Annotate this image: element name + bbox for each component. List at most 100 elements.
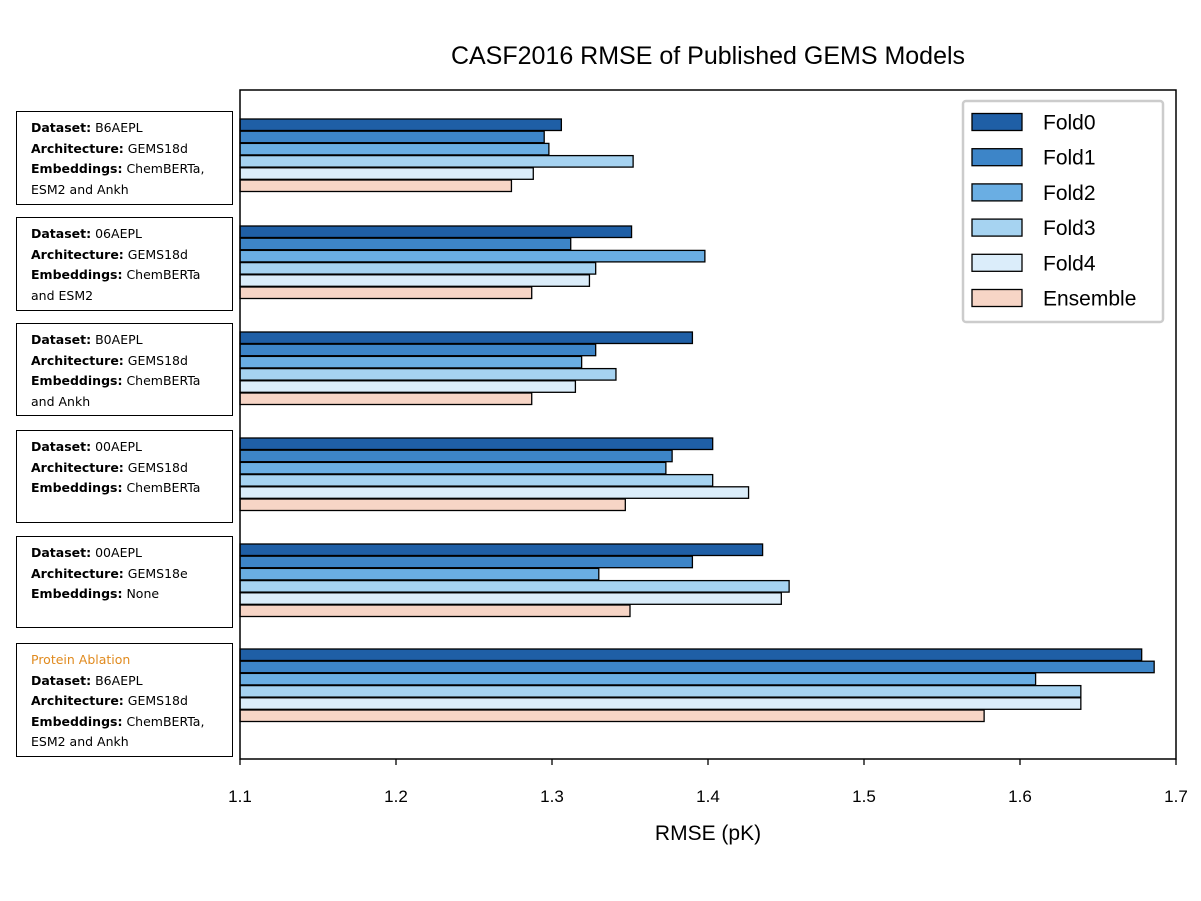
- x-axis-ticks: 1.1 1.2 1.3 1.4 1.5 1.6 1.7: [228, 759, 1188, 806]
- group-line-value: ChemBERTa: [126, 480, 201, 495]
- group-line: and ESM2: [31, 286, 224, 307]
- group-line: Dataset: 00AEPL: [31, 437, 224, 458]
- bar-fold2-group-5: [239, 567, 600, 581]
- group-line-value: 00AEPL: [95, 439, 142, 454]
- bar-ensemble-group-4: [239, 498, 626, 512]
- group-label-box-3: Dataset: B0AEPL Architecture: GEMS18d Embe…: [16, 323, 233, 416]
- group-line: Architecture: GEMS18e: [31, 564, 224, 585]
- bar-fold3-group-6: [239, 684, 1082, 698]
- group-line-key: Architecture:: [31, 565, 124, 581]
- legend-swatch-ensemble: [971, 288, 1023, 308]
- group-line-value: GEMS18e: [127, 565, 188, 581]
- bar-fold4-group-2: [239, 274, 591, 287]
- group-line: Architecture: GEMS18d: [31, 691, 224, 712]
- x-axis-label: RMSE (pK): [655, 822, 761, 845]
- bar-fold2-group-6: [239, 672, 1037, 686]
- bar-fold2-group-2: [239, 249, 706, 263]
- group-line: Embeddings: ChemBERTa,: [31, 712, 224, 733]
- group-line-value: 06AEPL: [95, 226, 142, 241]
- group-line-value: B6AEPL: [95, 120, 143, 135]
- group-line-key: Dataset:: [31, 439, 92, 454]
- x-tick-label: 1.2: [384, 787, 408, 806]
- group-line: Architecture: GEMS18d: [31, 351, 224, 372]
- group-line-value: GEMS18d: [127, 140, 188, 156]
- group-line-value: GEMS18d: [127, 246, 188, 262]
- x-tick-label: 1.3: [540, 787, 564, 806]
- group-line: Embeddings: None: [31, 584, 224, 605]
- bar-fold3-group-2: [239, 261, 597, 275]
- group-line: Embeddings: ChemBERTa,: [31, 159, 224, 180]
- group-label-box-6: Protein Ablation Dataset: B6AEPL Architect…: [16, 643, 233, 757]
- bar-fold3-group-3: [239, 367, 617, 381]
- bar-fold1-group-6: [239, 660, 1155, 674]
- group-line: Architecture: GEMS18d: [31, 245, 224, 266]
- group-label-box-1: Dataset: B6AEPL Architecture: GEMS18d Embe…: [16, 111, 233, 205]
- group-line-value: B0AEPL: [95, 332, 143, 347]
- x-tick-label: 1.5: [852, 787, 876, 806]
- legend-label-fold2: Fold2: [1043, 182, 1096, 205]
- group-line-value: ESM2 and Ankh: [31, 181, 129, 197]
- group-line-value: ChemBERTa,: [126, 713, 205, 729]
- bar-fold0-group-2: [239, 225, 633, 239]
- group-line: Architecture: GEMS18d: [31, 458, 224, 479]
- group-line: Embeddings: ChemBERTa: [31, 478, 224, 499]
- group-line-key: Embeddings:: [31, 373, 123, 388]
- bar-fold0-group-6: [239, 648, 1143, 662]
- chart-title: CASF2016 RMSE of Published GEMS Models: [451, 42, 965, 70]
- group-line: ESM2 and Ankh: [31, 732, 224, 753]
- bar-fold0-group-4: [239, 437, 714, 451]
- group-line-value: ESM2 and Ankh: [31, 734, 129, 749]
- group-line-value: B6AEPL: [95, 672, 143, 688]
- group-line: Dataset: B0AEPL: [31, 330, 224, 351]
- bar-fold3-group-5: [239, 579, 790, 593]
- x-tick-label: 1.4: [696, 787, 720, 806]
- group-line-key: Dataset:: [31, 672, 92, 688]
- group-line-key: Embeddings:: [31, 480, 123, 495]
- group-line-value: None: [126, 586, 160, 601]
- group-line: Dataset: B6AEPL: [31, 118, 224, 139]
- legend-swatch-fold1: [971, 148, 1023, 167]
- bars-layer: [239, 118, 1155, 723]
- group-line-value: ChemBERTa: [126, 373, 201, 388]
- group-line-key: Architecture:: [31, 693, 124, 708]
- legend: Fold0 Fold1 Fold2 Fold3 Fold4 Ensemble: [961, 99, 1165, 324]
- group-line: Embeddings: ChemBERTa: [31, 371, 224, 392]
- legend-swatch-fold3: [971, 218, 1023, 237]
- bar-fold0-group-1: [239, 118, 563, 132]
- group-label-box-5: Dataset: 00AEPL Architecture: GEMS18e Embe…: [16, 536, 233, 628]
- bar-fold2-group-1: [239, 142, 550, 156]
- group-line-value: ChemBERTa: [126, 267, 201, 282]
- group-line: Dataset: 00AEPL: [31, 543, 224, 564]
- bar-fold2-group-4: [239, 461, 667, 475]
- bar-fold2-group-3: [239, 355, 583, 369]
- group-line-key: Embeddings:: [31, 161, 123, 176]
- group-line-key: Dataset:: [31, 332, 92, 347]
- group-line: Architecture: GEMS18d: [31, 139, 224, 160]
- bar-fold4-group-3: [239, 380, 577, 393]
- legend-swatch-fold2: [971, 183, 1023, 202]
- group-label-box-2: Dataset: 06AEPL Architecture: GEMS18d Embe…: [16, 217, 233, 311]
- group-line: and Ankh: [31, 392, 224, 413]
- group-line-value: ChemBERTa,: [126, 161, 205, 176]
- bar-ensemble-group-3: [239, 392, 533, 406]
- legend-label-ensemble: Ensemble: [1043, 288, 1136, 311]
- bar-ensemble-group-6: [239, 709, 985, 723]
- bar-fold1-group-4: [239, 449, 673, 463]
- group-line-key: Embeddings:: [31, 586, 123, 601]
- group-line-value: GEMS18d: [127, 693, 188, 708]
- bar-ensemble-group-5: [239, 604, 631, 618]
- group-line-key: Architecture:: [31, 246, 124, 262]
- group-line-value: and ESM2: [31, 287, 94, 303]
- x-tick-label: 1.1: [228, 787, 252, 806]
- bar-fold4-group-5: [239, 592, 782, 605]
- bar-fold0-group-3: [239, 331, 694, 345]
- group-line-key: Embeddings:: [31, 713, 123, 729]
- group-line-value: GEMS18d: [127, 352, 188, 368]
- group-label-box-4: Dataset: 00AEPL Architecture: GEMS18d Embe…: [16, 430, 233, 523]
- group-line-value: GEMS18d: [127, 459, 188, 475]
- bar-ensemble-group-2: [239, 286, 533, 300]
- group-line: Embeddings: ChemBERTa: [31, 265, 224, 286]
- bar-fold1-group-2: [239, 237, 572, 251]
- group-line-key: Dataset:: [31, 545, 92, 560]
